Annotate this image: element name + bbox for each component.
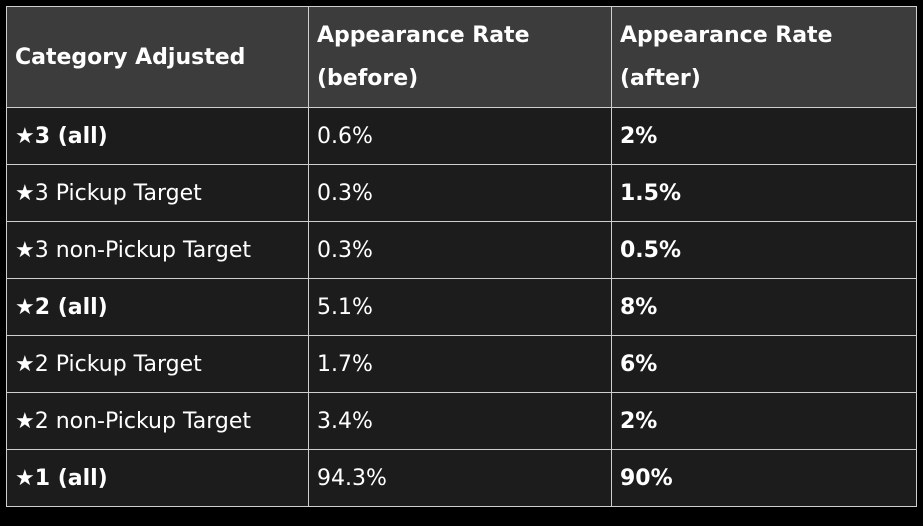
appearance-rate-table: Category Adjusted Appearance Rate (befor… (6, 6, 917, 507)
rate-after-cell: 6% (611, 335, 917, 393)
header-appearance-rate-before: Appearance Rate (before) (308, 6, 612, 108)
table-row: ★2 non-Pickup Target 3.4% 2% (6, 392, 917, 450)
rate-before-cell: 1.7% (308, 335, 612, 393)
rate-after-cell: 8% (611, 278, 917, 336)
table-body: ★3 (all) 0.6% 2% ★3 Pickup Target 0.3% 1… (6, 107, 917, 507)
header-category-adjusted: Category Adjusted (6, 6, 309, 108)
rate-before-cell: 0.6% (308, 107, 612, 165)
table-row: ★3 Pickup Target 0.3% 1.5% (6, 164, 917, 222)
table-row: ★2 Pickup Target 1.7% 6% (6, 335, 917, 393)
category-cell: ★3 Pickup Target (6, 164, 309, 222)
category-cell: ★2 Pickup Target (6, 335, 309, 393)
table-row: ★2 (all) 5.1% 8% (6, 278, 917, 336)
rate-after-cell: 0.5% (611, 221, 917, 279)
rate-before-cell: 3.4% (308, 392, 612, 450)
rate-before-cell: 0.3% (308, 221, 612, 279)
table-row: ★3 non-Pickup Target 0.3% 0.5% (6, 221, 917, 279)
category-cell: ★3 (all) (6, 107, 309, 165)
category-cell: ★3 non-Pickup Target (6, 221, 309, 279)
rate-before-cell: 0.3% (308, 164, 612, 222)
table-row: ★1 (all) 94.3% 90% (6, 449, 917, 507)
rate-before-cell: 5.1% (308, 278, 612, 336)
header-row: Category Adjusted Appearance Rate (befor… (6, 6, 917, 108)
rate-after-cell: 1.5% (611, 164, 917, 222)
rate-after-cell: 2% (611, 392, 917, 450)
header-appearance-rate-after: Appearance Rate (after) (611, 6, 917, 108)
rate-after-cell: 90% (611, 449, 917, 507)
table-header: Category Adjusted Appearance Rate (befor… (6, 6, 917, 108)
category-cell: ★1 (all) (6, 449, 309, 507)
rate-after-cell: 2% (611, 107, 917, 165)
rate-before-cell: 94.3% (308, 449, 612, 507)
category-cell: ★2 non-Pickup Target (6, 392, 309, 450)
category-cell: ★2 (all) (6, 278, 309, 336)
table-row: ★3 (all) 0.6% 2% (6, 107, 917, 165)
